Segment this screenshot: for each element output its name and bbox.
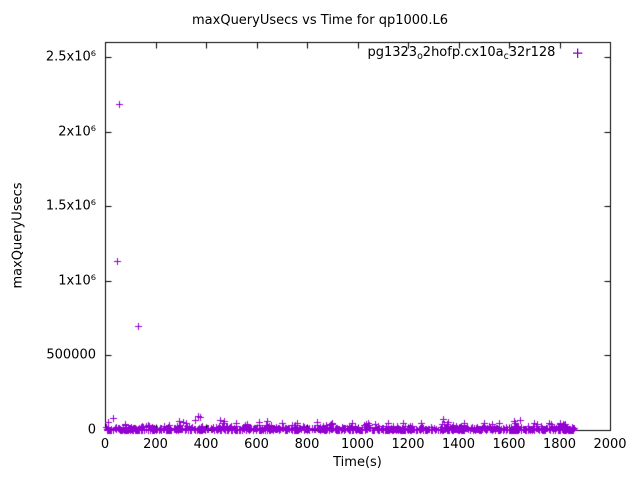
legend-label-subscript: c [503,51,509,63]
y-tick-label: 2x10⁶ [58,124,96,140]
x-axis-label: Time(s) [333,455,382,470]
x-tick-label: 2000 [593,437,627,452]
legend: pg1323o2hofp.cx10ac32r128 + [260,43,590,63]
y-tick-label: 1x10⁶ [58,273,96,289]
y-tick-label: 2.5x10⁶ [45,49,96,65]
x-tick-label: 1400 [441,437,476,452]
y-tick-label: 500000 [46,347,96,363]
y-tick-label: 1.5x10⁶ [45,198,96,214]
chart-title: maxQueryUsecs vs Time for qp1000.L6 [192,13,448,28]
x-tick-label: 200 [143,437,168,452]
legend-label-text: 32r128 [508,45,556,60]
x-tick-label: 400 [193,437,219,452]
x-tick-label: 600 [244,437,269,452]
plus-marker-icon: + [571,43,584,62]
legend-label-subscript: o [417,51,423,63]
legend-series-label: pg1323o2hofp.cx10ac32r128 [367,45,556,63]
y-tick-label: 0 [87,422,96,438]
x-tick-label: 1200 [391,437,425,452]
x-tick-label: 1600 [492,437,526,452]
x-tick-label: 800 [294,437,320,452]
y-axis-label: maxQueryUsecs [10,182,26,289]
legend-label-text: pg1323 [367,45,418,60]
legend-label-text: 2hofp.cx10a [422,45,504,60]
x-tick-label: 1000 [340,437,375,452]
x-tick-label: 0 [100,437,110,452]
x-tick-label: 1800 [542,437,577,452]
